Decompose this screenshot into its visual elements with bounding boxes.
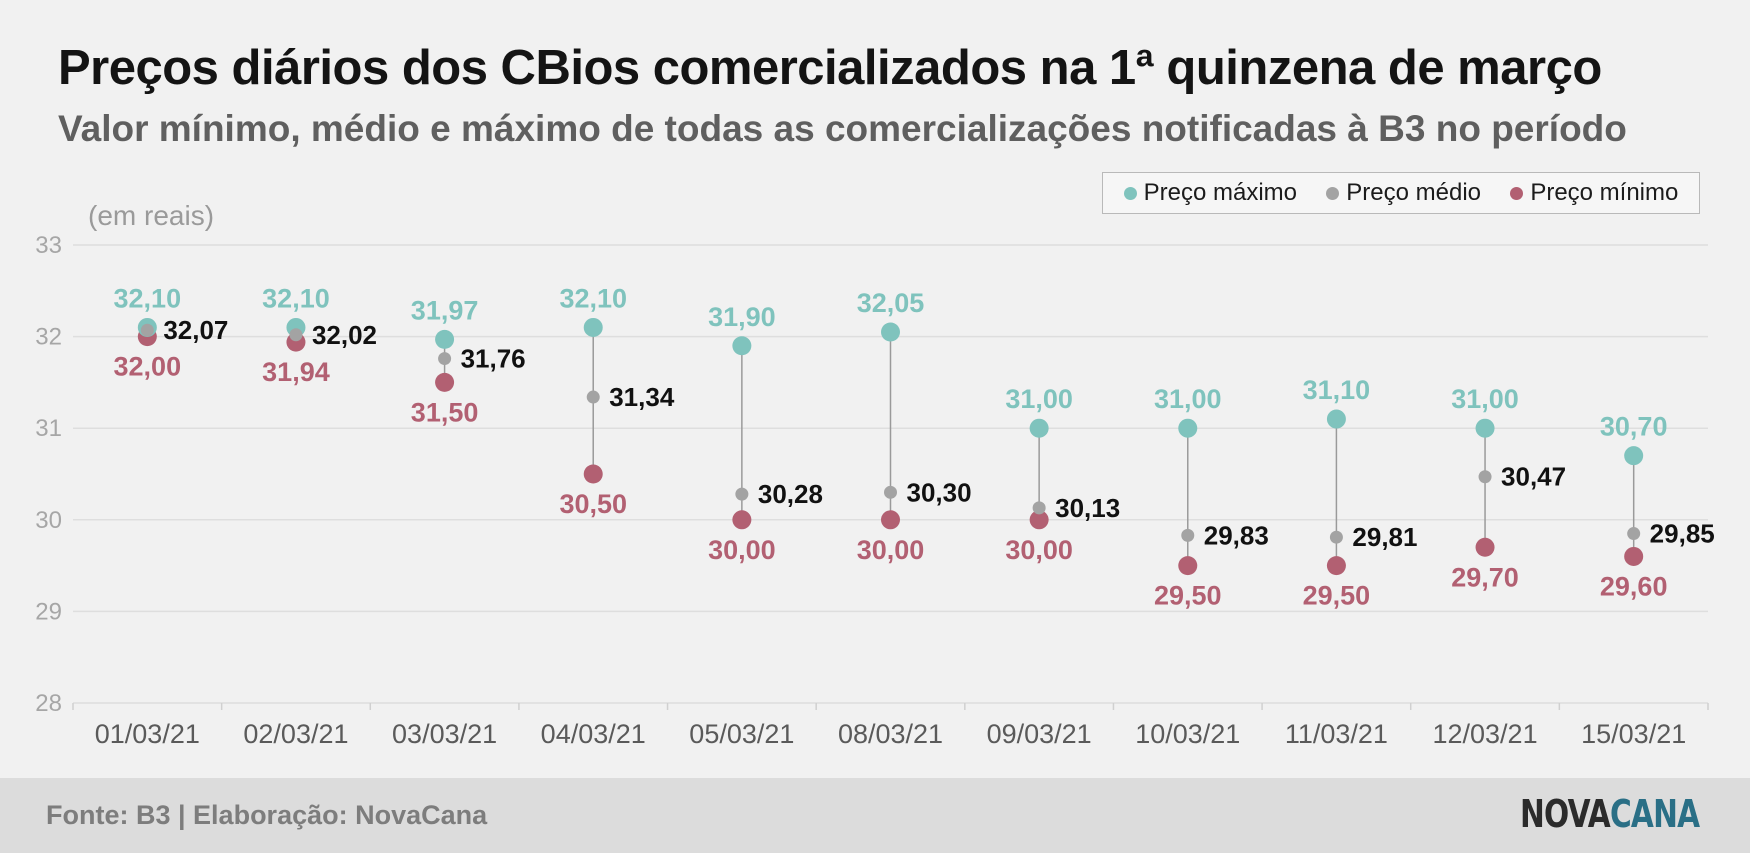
min-price-label: 31,50 [411,397,479,427]
footer: Fonte: B3 | Elaboração: NovaCana NOVACAN… [0,778,1750,853]
x-tick-label: 12/03/21 [1432,719,1537,749]
legend-item-mean: Preço médio [1326,179,1481,207]
max-price-label: 31,00 [1451,384,1519,414]
mean-price-label: 31,76 [461,344,526,374]
max-price-dot [1178,418,1198,438]
x-tick-label: 02/03/21 [243,719,348,749]
min-price-label: 31,94 [262,357,330,387]
max-price-label: 31,10 [1303,375,1371,405]
mean-price-label: 30,28 [758,479,823,509]
mean-price-dot [1181,528,1195,542]
x-tick-label: 05/03/21 [689,719,794,749]
mean-price-label: 32,07 [163,315,228,345]
max-price-label: 31,00 [1005,384,1073,414]
max-price-dot [1475,418,1495,438]
legend-dot-max-icon [1123,186,1137,200]
min-price-label: 30,00 [1005,535,1073,565]
max-price-dot [1624,446,1644,466]
y-tick-label: 33 [35,232,62,259]
legend-item-max: Preço máximo [1123,179,1298,207]
min-price-dot [1326,556,1346,576]
mean-price-dot [1627,527,1641,541]
mean-price-dot [289,328,303,342]
logo-part-2: CANA [1609,792,1700,836]
mean-price-dot [1329,530,1343,544]
mean-price-label: 32,02 [312,320,377,350]
max-price-label: 31,00 [1154,384,1222,414]
x-tick-label: 08/03/21 [838,719,943,749]
y-tick-label: 29 [35,598,62,625]
legend-dot-mean-icon [1326,186,1340,200]
mean-price-dot [1032,501,1046,515]
legend-dot-min-icon [1510,186,1524,200]
max-price-label: 32,10 [262,283,330,313]
min-price-label: 30,50 [559,489,627,519]
mean-price-dot [1478,470,1492,484]
source-note: Fonte: B3 | Elaboração: NovaCana [46,800,488,830]
mean-price-label: 29,83 [1204,520,1269,550]
y-tick-label: 31 [35,415,62,442]
mean-price-label: 30,47 [1501,462,1566,492]
x-tick-label: 01/03/21 [95,719,200,749]
legend-label-max: Preço máximo [1143,179,1298,206]
chart-subtitle: Valor mínimo, médio e máximo de todas as… [58,108,1627,149]
min-price-dot [1624,546,1644,566]
min-price-dot [435,372,455,392]
x-tick-label: 03/03/21 [392,719,497,749]
y-tick-label: 30 [35,507,62,534]
chart-title: Preços diários dos CBios comercializados… [58,41,1602,95]
max-price-label: 30,70 [1600,412,1668,442]
logo-part-1: NOVA [1520,792,1611,836]
legend-item-min: Preço mínimo [1510,179,1678,207]
min-price-dot [732,510,752,530]
mean-price-dot [884,485,897,499]
min-price-label: 30,00 [708,535,776,565]
min-price-dot [1178,556,1198,576]
mean-price-dot [586,390,600,404]
legend-label-min: Preço mínimo [1530,179,1679,206]
min-price-label: 30,00 [857,535,925,565]
max-price-label: 32,05 [857,288,925,318]
mean-price-label: 29,81 [1352,522,1417,552]
max-price-label: 32,10 [559,283,627,313]
mean-price-dot [735,487,749,501]
x-tick-label: 15/03/21 [1581,719,1686,749]
min-price-label: 29,50 [1154,581,1222,611]
min-price-dot [1475,537,1495,557]
legend: Preço máximo Preço médio Preço mínimo [1102,172,1700,214]
mean-price-label: 30,30 [907,477,972,507]
y-tick-label: 28 [35,690,62,717]
dot-range-chart: 28 29 30 31 32 33 01/03/21 02/03/21 03/03/21 04/0… [35,232,1715,749]
min-price-label: 32,00 [114,352,182,382]
x-tick-label: 09/03/21 [987,719,1092,749]
max-price-label: 31,97 [411,295,479,325]
mean-price-label: 30,13 [1055,493,1120,523]
min-price-label: 29,50 [1303,581,1371,611]
novacana-logo: NOVACANA [1520,792,1700,836]
x-tick-label: 10/03/21 [1135,719,1240,749]
mean-price-dot [140,323,154,337]
legend-label-mean: Preço médio [1346,179,1482,206]
y-axis-unit-label: (em reais) [88,200,215,231]
max-price-label: 32,10 [114,283,182,313]
max-price-dot [1029,418,1049,438]
mean-price-label: 31,34 [609,382,675,412]
y-tick-label: 32 [35,324,62,351]
max-price-dot [1326,409,1346,429]
min-price-dot [583,464,603,484]
max-price-dot [732,336,752,356]
x-tick-label: 04/03/21 [541,719,646,749]
mean-price-dot [438,352,452,366]
min-price-label: 29,60 [1600,571,1668,601]
max-price-dot [881,322,900,342]
mean-price-label: 29,85 [1650,519,1715,549]
min-price-dot [881,510,900,530]
min-price-dot [1029,510,1049,530]
min-price-label: 29,70 [1451,562,1519,592]
max-price-dot [435,329,455,349]
max-price-dot [583,317,603,337]
x-tick-label: 11/03/21 [1285,719,1388,749]
max-price-label: 31,90 [708,302,776,332]
